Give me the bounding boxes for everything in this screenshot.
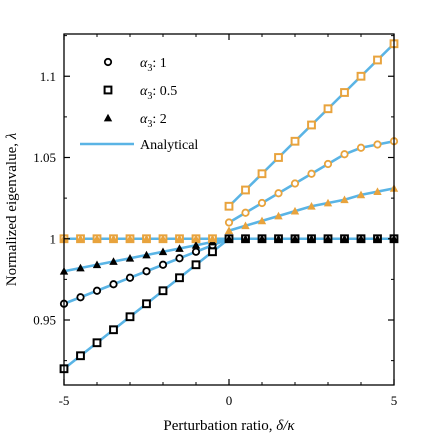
legend-marker-2 bbox=[103, 85, 113, 95]
data-point-s1-upper bbox=[340, 150, 349, 159]
data-point-s2-lower bbox=[92, 338, 102, 348]
data-point-s2-lower bbox=[76, 351, 85, 361]
data-point-s3-upper bbox=[290, 206, 300, 215]
data-point-s2-lower bbox=[125, 312, 135, 322]
data-point-s3-upper bbox=[224, 226, 234, 234]
data-point-s3-upper bbox=[356, 190, 366, 199]
data-point-s3-lower bbox=[356, 234, 366, 243]
data-point-s1-upper bbox=[241, 208, 250, 217]
data-point-s2-upper bbox=[340, 88, 349, 97]
data-point-s3-lower bbox=[257, 234, 267, 243]
legend-label-2: α3: 0.5 bbox=[140, 84, 177, 102]
y-axis-label: Normalized eigenvalue, λ bbox=[4, 132, 20, 286]
data-point-s1-upper bbox=[224, 218, 234, 227]
data-point-s3-lower bbox=[323, 234, 333, 243]
data-point-s2-upper bbox=[307, 120, 316, 130]
x-tick-label: 5 bbox=[391, 393, 398, 408]
legend: α3: 1 α3: 0.5 α3: 2 Analytical bbox=[80, 56, 198, 153]
data-point-s2-lower bbox=[142, 299, 151, 309]
data-point-s3-upper bbox=[191, 234, 201, 243]
x-tick-label: -5 bbox=[59, 393, 70, 408]
data-point-s3-upper bbox=[340, 195, 349, 204]
data-point-s1-lower bbox=[142, 267, 151, 276]
x-tick-label: 0 bbox=[226, 393, 233, 408]
data-point-s2-lower bbox=[208, 247, 217, 257]
data-point-s3-lower bbox=[76, 263, 85, 272]
data-point-s2-upper bbox=[323, 104, 333, 114]
legend-marker-3 bbox=[103, 113, 113, 122]
data-point-s3-upper bbox=[241, 221, 250, 230]
data-point-s3-lower bbox=[340, 234, 349, 243]
data-point-s1-upper bbox=[373, 140, 382, 149]
data-point-s3-upper bbox=[257, 216, 267, 225]
data-point-s1-upper bbox=[257, 198, 267, 208]
data-point-s1-lower bbox=[191, 247, 201, 256]
data-point-s3-lower bbox=[125, 254, 135, 262]
data-point-s3-lower bbox=[290, 234, 300, 243]
data-point-s3-lower bbox=[158, 247, 168, 256]
data-point-s3-lower bbox=[307, 234, 316, 243]
data-point-s1-lower bbox=[125, 273, 135, 282]
data-point-s3-upper bbox=[125, 234, 135, 243]
data-point-s1-lower bbox=[92, 286, 102, 295]
data-point-s3-lower bbox=[373, 234, 382, 243]
x-axis-label: Perturbation ratio, δ/κ bbox=[163, 418, 295, 434]
data-point-s3-upper bbox=[109, 234, 118, 243]
data-point-s2-lower bbox=[158, 286, 168, 296]
y-tick-label: 1 bbox=[50, 231, 57, 246]
data-point-s2-upper bbox=[356, 71, 366, 81]
data-point-s3-lower bbox=[191, 241, 201, 249]
data-point-s2-upper bbox=[373, 55, 382, 65]
data-point-s2-lower bbox=[191, 260, 201, 270]
data-point-s2-lower bbox=[175, 273, 184, 283]
data-point-s3-lower bbox=[92, 260, 102, 269]
data-point-s3-upper bbox=[76, 234, 85, 243]
data-point-s3-upper bbox=[208, 234, 217, 243]
legend-marker-1 bbox=[103, 57, 113, 67]
data-point-s3-upper bbox=[92, 234, 102, 243]
data-point-s3-upper bbox=[175, 234, 184, 243]
data-point-s3-lower bbox=[241, 234, 250, 243]
data-point-s3-lower bbox=[224, 234, 234, 243]
data-point-s3-upper bbox=[307, 202, 316, 210]
data-point-s3-lower bbox=[109, 257, 118, 265]
data-point-s3-upper bbox=[158, 234, 168, 243]
data-point-s1-upper bbox=[290, 179, 300, 188]
data-point-s1-upper bbox=[274, 189, 283, 198]
data-point-s3-lower bbox=[175, 244, 184, 252]
legend-label-analytical: Analytical bbox=[140, 138, 198, 153]
data-point-s1-lower bbox=[109, 280, 118, 289]
data-point-s2-upper bbox=[241, 185, 250, 195]
legend-label-1: α3: 1 bbox=[140, 56, 167, 74]
data-point-s3-upper bbox=[323, 198, 333, 207]
data-point-s1-lower bbox=[175, 254, 184, 263]
data-point-s1-upper bbox=[307, 169, 316, 178]
data-point-s2-upper bbox=[257, 169, 267, 179]
data-point-s3-lower bbox=[274, 234, 283, 243]
data-point-s1-lower bbox=[158, 260, 168, 269]
data-point-s2-upper bbox=[290, 136, 300, 146]
data-point-s3-upper bbox=[142, 234, 151, 243]
y-tick-label: 0.95 bbox=[33, 313, 56, 328]
data-point-s2-upper bbox=[224, 201, 234, 211]
data-point-s3-upper bbox=[373, 187, 382, 195]
data-point-s2-lower bbox=[109, 325, 118, 335]
data-point-s3-lower bbox=[142, 250, 151, 259]
data-point-s2-upper bbox=[274, 153, 283, 162]
y-tick-label: 1.05 bbox=[33, 150, 56, 165]
data-point-s1-lower bbox=[76, 293, 85, 302]
legend-label-3: α3: 2 bbox=[140, 112, 167, 130]
y-tick-label: 1.1 bbox=[40, 69, 56, 84]
data-point-s1-upper bbox=[356, 143, 366, 152]
data-point-s3-upper bbox=[274, 211, 283, 220]
axes: -5 0 5 0.95 1 1.05 1.1 Perturbation ratio, δ/κ N… bbox=[4, 33, 398, 434]
data-point-s1-upper bbox=[323, 159, 333, 169]
